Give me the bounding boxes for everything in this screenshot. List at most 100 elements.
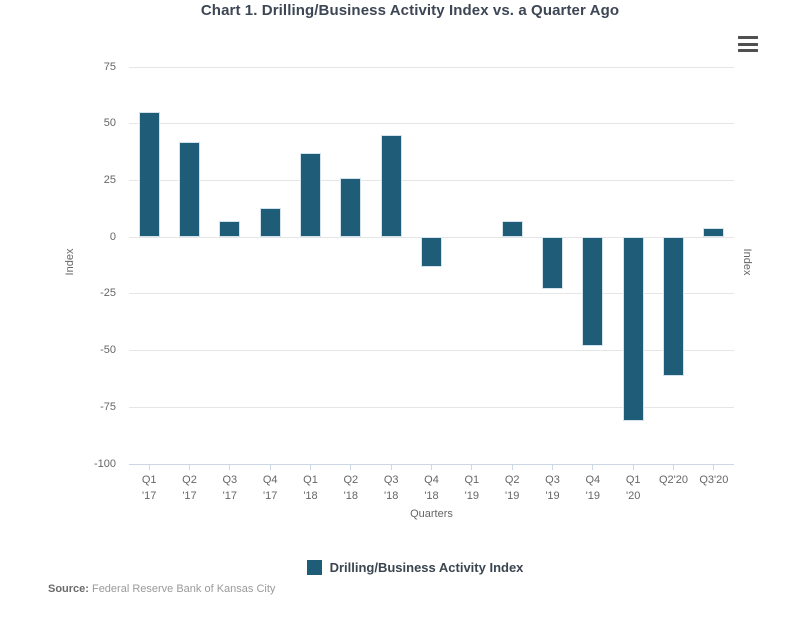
x-category-label-line: '17 — [222, 490, 237, 502]
bar[interactable] — [138, 112, 160, 238]
x-tick — [713, 464, 715, 470]
x-category-label-line: Q2'20 — [658, 474, 688, 486]
bar[interactable] — [259, 207, 281, 238]
x-category-label: Q3'20 — [689, 472, 739, 488]
x-category-label-line: '19 — [585, 490, 600, 502]
x-category-label: Q4'18 — [406, 472, 456, 504]
x-category-label: Q2'17 — [164, 472, 214, 504]
x-category-label: Q4'19 — [568, 472, 618, 504]
bar[interactable] — [421, 237, 442, 267]
source-label: Source: — [48, 583, 89, 595]
bar[interactable] — [300, 153, 321, 238]
x-category-label-line: '19 — [504, 490, 520, 502]
x-tick — [511, 464, 513, 470]
x-category-label-line: '18 — [343, 490, 358, 502]
y-gridline — [129, 123, 734, 125]
y-tick-label: -100 — [93, 457, 116, 470]
x-category-label-line: Q2 — [182, 474, 197, 486]
y-gridline — [129, 179, 734, 181]
bar[interactable] — [340, 178, 362, 238]
x-tick — [673, 464, 674, 470]
bar[interactable] — [501, 221, 523, 238]
source-line: Source: Federal Reserve Bank of Kansas Ci… — [48, 583, 275, 595]
bar[interactable] — [663, 237, 684, 376]
bar[interactable] — [380, 135, 402, 238]
x-category-label: Q2'19 — [487, 472, 537, 504]
x-category-label-line: '19 — [464, 490, 479, 502]
y-tick-label: -25 — [100, 287, 116, 300]
chart-title: Chart 1. Drilling/Business Activity Inde… — [200, 2, 620, 19]
x-category-label-line: Q3 — [222, 474, 238, 486]
x-tick — [189, 464, 190, 470]
y-tick-label: 25 — [103, 173, 116, 186]
x-category-label: Q2'20 — [648, 472, 698, 488]
y-gridline — [129, 293, 734, 295]
x-tick — [552, 464, 553, 470]
x-category-label-line: Q1 — [303, 474, 318, 486]
bar[interactable] — [219, 221, 241, 238]
x-tick — [390, 464, 392, 470]
x-category-label-line: Q3'20 — [699, 474, 729, 486]
x-category-label-line: '19 — [545, 490, 560, 502]
x-category-label-line: Q2 — [343, 474, 359, 486]
hamburger-bar — [738, 36, 758, 39]
legend-swatch — [306, 560, 322, 575]
x-category-label-line: Q1 — [625, 474, 641, 486]
x-category-label: Q2'18 — [326, 472, 376, 504]
x-category-label-line: Q4 — [585, 474, 601, 486]
bar[interactable] — [179, 141, 200, 238]
x-tick — [269, 464, 271, 470]
x-axis-title: Quarters — [410, 508, 453, 520]
x-category-label-line: '18 — [383, 490, 399, 502]
x-category-label-line: '18 — [303, 490, 318, 502]
x-category-label-line: Q3 — [383, 474, 399, 486]
hamburger-bar — [738, 42, 758, 46]
source-text: Federal Reserve Bank of Kansas City — [91, 583, 276, 595]
x-category-label-line: Q4 — [424, 474, 439, 486]
legend-item[interactable]: Drilling/Business Activity Index — [30, 560, 800, 575]
bar[interactable] — [582, 237, 604, 347]
x-category-label-line: '17 — [262, 490, 278, 502]
x-category-label-line: Q3 — [545, 474, 560, 486]
x-tick — [471, 464, 473, 470]
x-category-label-line: Q1 — [141, 474, 157, 486]
x-category-label-line: '20 — [625, 490, 641, 502]
y-tick-label: -50 — [100, 344, 116, 357]
x-category-label-line: Q1 — [464, 474, 480, 486]
y-gridline — [129, 406, 734, 408]
x-tick — [632, 464, 634, 470]
bar[interactable] — [542, 237, 563, 290]
x-tick — [148, 464, 150, 470]
y-tick-label: 0 — [109, 230, 116, 243]
x-category-label-line: '17 — [141, 490, 157, 502]
x-category-label: Q1'19 — [447, 472, 497, 504]
hamburger-bar — [738, 49, 758, 52]
x-category-label-line: Q4 — [262, 474, 278, 486]
x-tick — [229, 464, 231, 470]
x-category-label-line: Q2 — [504, 474, 520, 486]
x-category-label: Q3'17 — [205, 472, 255, 504]
x-category-label: Q3'19 — [527, 472, 577, 504]
bar[interactable] — [622, 237, 644, 421]
y-axis-title-right: Index — [741, 248, 753, 276]
y-tick-label: -75 — [100, 400, 116, 413]
x-category-label-line: '17 — [182, 490, 197, 502]
x-tick — [592, 464, 594, 470]
x-category-label-line: '18 — [424, 490, 439, 502]
hamburger-menu-icon[interactable] — [738, 36, 758, 52]
x-category-label: Q3'18 — [366, 472, 416, 504]
y-axis-title-left: Index — [64, 248, 76, 276]
y-tick-label: 75 — [103, 60, 116, 73]
legend-label: Drilling/Business Activity Index — [329, 560, 524, 575]
x-category-label: Q1'18 — [285, 472, 335, 504]
x-tick — [310, 464, 311, 470]
x-tick — [350, 464, 352, 470]
y-tick-label: 50 — [103, 117, 116, 130]
y-gridline — [129, 350, 734, 352]
x-tick — [431, 464, 432, 470]
y-gridline — [129, 66, 734, 68]
x-category-label: Q1'20 — [608, 472, 658, 504]
x-category-label: Q4'17 — [245, 472, 295, 504]
bar[interactable] — [703, 228, 725, 238]
